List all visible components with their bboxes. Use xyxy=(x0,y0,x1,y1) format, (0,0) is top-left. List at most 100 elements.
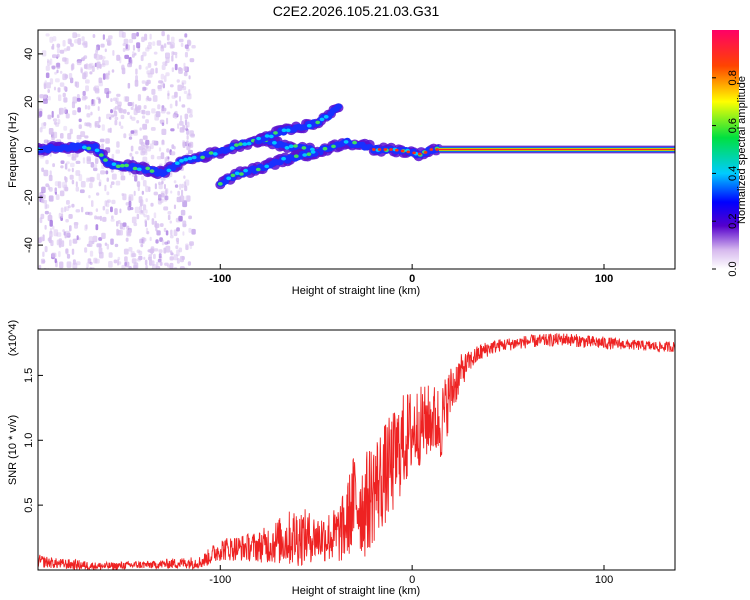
noise-speck xyxy=(116,54,121,61)
noise-speck xyxy=(182,124,185,131)
noise-speck xyxy=(139,210,144,215)
noise-speck xyxy=(182,231,185,236)
noise-speck xyxy=(150,68,155,75)
noise-speck xyxy=(49,36,54,43)
noise-speck xyxy=(110,181,115,185)
noise-speck xyxy=(56,69,59,74)
noise-speck xyxy=(117,230,121,236)
noise-speck xyxy=(113,110,118,117)
colorbar-tick-label: 0.6 xyxy=(727,118,739,133)
noise-speck xyxy=(176,258,180,264)
noise-speck xyxy=(131,53,135,58)
noise-speck xyxy=(96,192,100,196)
noise-speck xyxy=(72,153,76,158)
noise-speck xyxy=(156,230,161,236)
noise-speck xyxy=(99,179,102,186)
noise-speck xyxy=(68,214,73,219)
noise-speck xyxy=(44,224,47,230)
snr-y-ticks: 0.5 1.0 1.5 xyxy=(23,368,43,513)
noise-speck xyxy=(89,250,94,257)
noise-speck xyxy=(186,135,189,140)
noise-speck xyxy=(116,220,119,227)
noise-speck xyxy=(49,170,52,177)
noise-speck xyxy=(88,195,91,199)
noise-speck xyxy=(178,67,182,71)
noise-speck xyxy=(145,185,149,193)
ridge-core xyxy=(288,144,294,149)
noise-speck xyxy=(130,251,135,258)
snr-frame xyxy=(37,329,676,571)
noise-speck xyxy=(128,57,131,65)
noise-speck xyxy=(141,115,146,119)
noise-speck xyxy=(158,184,163,190)
noise-speck xyxy=(155,227,158,232)
noise-speck xyxy=(163,75,167,82)
noise-speck xyxy=(188,227,192,233)
noise-speck xyxy=(77,107,81,113)
noise-speck xyxy=(98,77,103,84)
noise-speck xyxy=(145,209,148,214)
ridge-core xyxy=(323,115,329,119)
noise-speck xyxy=(72,238,78,244)
noise-speck xyxy=(140,243,144,248)
noise-speck xyxy=(161,122,165,127)
noise-speck xyxy=(46,82,51,89)
noise-speck xyxy=(62,40,66,47)
noise-speck xyxy=(145,264,148,269)
x-tick-label: 0 xyxy=(409,273,415,285)
noise-speck xyxy=(99,54,103,60)
noise-speck xyxy=(174,184,179,188)
ridge-core xyxy=(212,152,218,156)
ridge-core xyxy=(306,152,312,156)
noise-speck xyxy=(52,118,58,122)
noise-speck xyxy=(85,79,90,84)
noise-speck xyxy=(102,73,106,80)
noise-speck xyxy=(163,43,167,48)
noise-speck xyxy=(134,206,140,214)
noise-speck xyxy=(125,43,128,50)
noise-speck xyxy=(42,251,45,258)
noise-speck xyxy=(42,234,45,242)
ridge-core xyxy=(94,148,100,153)
noise-speck xyxy=(56,43,61,48)
noise-speck xyxy=(98,98,101,104)
noise-speck xyxy=(161,193,165,197)
noise-speck xyxy=(165,230,169,236)
ridge-core xyxy=(264,164,270,169)
noise-speck xyxy=(52,36,57,42)
noise-speck xyxy=(189,58,195,63)
noise-speck xyxy=(81,36,85,42)
noise-speck xyxy=(75,261,81,266)
noise-speck xyxy=(184,44,189,49)
noise-speck xyxy=(94,121,100,127)
noise-speck xyxy=(77,38,82,45)
noise-speck xyxy=(72,110,77,116)
noise-speck xyxy=(43,98,48,104)
noise-speck xyxy=(187,107,191,114)
noise-speck xyxy=(165,245,171,253)
noise-speck xyxy=(167,156,170,160)
ridge-core xyxy=(120,163,125,168)
noise-speck xyxy=(92,235,98,243)
ridge-core xyxy=(111,162,117,166)
noise-speck xyxy=(71,203,75,208)
noise-speck xyxy=(139,138,144,145)
noise-speck xyxy=(158,80,164,84)
noise-speck xyxy=(41,50,47,57)
noise-speck xyxy=(104,60,109,66)
ridge-core xyxy=(264,134,270,138)
noise-speck xyxy=(173,254,178,261)
noise-speck xyxy=(41,186,46,194)
upper-branch xyxy=(253,103,344,148)
noise-speck xyxy=(120,125,124,129)
noise-speck xyxy=(57,119,61,125)
noise-speck xyxy=(147,62,152,68)
noise-speck xyxy=(160,152,165,160)
noise-speck xyxy=(88,236,93,242)
noise-speck xyxy=(146,214,150,221)
noise-speck xyxy=(184,119,188,126)
noise-speck xyxy=(128,133,133,137)
noise-speck xyxy=(178,38,184,43)
noise-speck xyxy=(110,109,113,114)
